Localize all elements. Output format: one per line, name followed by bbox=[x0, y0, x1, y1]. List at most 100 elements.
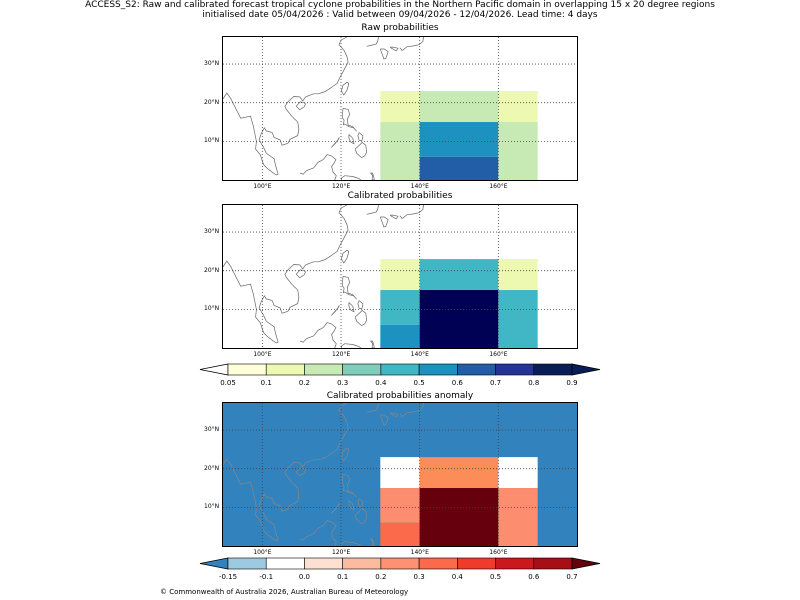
x-tick-label: 100°E bbox=[253, 183, 272, 190]
colorbar-segment-8 bbox=[533, 557, 573, 570]
coastline-8 bbox=[299, 322, 337, 348]
coastline-5 bbox=[357, 132, 364, 142]
probability-region-2 bbox=[498, 91, 538, 123]
coastline-9 bbox=[341, 343, 361, 348]
probability-region-3 bbox=[380, 122, 420, 180]
colorbar-segment-2 bbox=[304, 363, 343, 376]
colorbar-segment-4 bbox=[380, 363, 420, 376]
map-probability-anomaly bbox=[222, 402, 578, 547]
probability-region-3 bbox=[380, 290, 420, 325]
colorbar-over-arrow bbox=[571, 557, 601, 570]
map-raw-probabilities bbox=[222, 36, 578, 181]
colorbar-tick-label: 0.05 bbox=[220, 379, 236, 387]
colorbar-tick-label: 0.9 bbox=[566, 379, 578, 387]
colorbar-over-arrow bbox=[571, 363, 601, 376]
coastline-8 bbox=[299, 520, 337, 546]
figure-title: ACCESS_S2: Raw and calibrated forecast t… bbox=[85, 0, 715, 10]
colorbar-under-arrow bbox=[199, 557, 229, 570]
coastline-13 bbox=[366, 403, 379, 413]
coastline-2 bbox=[341, 447, 350, 462]
probability-region-0 bbox=[380, 457, 420, 489]
coastline-7 bbox=[330, 503, 340, 514]
x-tick-label: 160°E bbox=[489, 183, 508, 190]
colorbar-tick-label: 0.3 bbox=[413, 573, 425, 581]
coastline-1 bbox=[295, 269, 307, 279]
probability-region-4 bbox=[380, 522, 420, 546]
coastline-12 bbox=[390, 214, 399, 220]
coastline-10 bbox=[370, 172, 375, 180]
x-tick-label: 100°E bbox=[253, 351, 272, 358]
coastline-7 bbox=[330, 305, 340, 316]
probability-region-3 bbox=[380, 488, 420, 523]
coastline-2 bbox=[341, 249, 350, 264]
coastline-6 bbox=[354, 310, 367, 327]
y-tick-label: 20°N bbox=[204, 98, 220, 106]
coastline-9 bbox=[341, 541, 361, 546]
colorbar-tick-label: 0.5 bbox=[489, 573, 502, 581]
coastline-10 bbox=[370, 538, 375, 546]
y-tick-label: 20°N bbox=[204, 464, 220, 472]
coastline-2 bbox=[341, 81, 350, 96]
colorbar-segment-5 bbox=[418, 363, 458, 376]
coastline-14 bbox=[399, 37, 424, 51]
probability-region-5 bbox=[419, 488, 499, 546]
colorbar-tick-label: -0.15 bbox=[218, 573, 238, 581]
colorbar-segment-1 bbox=[265, 557, 305, 570]
x-tick-label: 140°E bbox=[410, 351, 429, 358]
coastline-14 bbox=[399, 403, 424, 417]
coastline-6 bbox=[354, 508, 367, 525]
y-tick-label: 10°N bbox=[204, 137, 220, 145]
y-tick-label: 30°N bbox=[204, 228, 220, 236]
probability-region-1 bbox=[419, 259, 499, 291]
probability-region-0 bbox=[380, 91, 420, 123]
probability-region-2 bbox=[498, 259, 538, 291]
panel-title-anomaly: Calibrated probabilities anomaly bbox=[326, 391, 474, 401]
probability-region-0 bbox=[380, 259, 420, 291]
probability-region-4 bbox=[419, 122, 499, 157]
colorbar-segment-0 bbox=[227, 557, 267, 570]
coastline-12 bbox=[390, 46, 399, 52]
colorbar-tick-label: 0.2 bbox=[375, 573, 387, 581]
coastline-3 bbox=[341, 276, 357, 300]
coastline-10 bbox=[370, 340, 375, 348]
coastline-3 bbox=[341, 108, 357, 132]
x-tick-label: 160°E bbox=[489, 549, 508, 556]
x-tick-label: 140°E bbox=[410, 549, 429, 556]
colorbar-tick-label: 0.1 bbox=[260, 379, 272, 387]
colorbar-tick-label: 0.8 bbox=[528, 379, 540, 387]
coastline-11 bbox=[379, 216, 389, 228]
coastline-1 bbox=[295, 467, 307, 477]
coastline-11 bbox=[379, 414, 389, 426]
coastline-7 bbox=[330, 137, 340, 148]
colorbar-segment-0 bbox=[227, 363, 267, 376]
copyright-footer: © Commonwealth of Australia 2026, Austra… bbox=[160, 588, 409, 596]
coastline-13 bbox=[366, 37, 379, 47]
x-tick-label: 120°E bbox=[332, 549, 351, 556]
colorbar-tick-label: 0.6 bbox=[451, 379, 463, 387]
coastline-5 bbox=[357, 300, 364, 310]
colorbar-segment-1 bbox=[265, 363, 305, 376]
coastline-9 bbox=[341, 175, 361, 180]
coastline-4 bbox=[348, 302, 355, 313]
colorbar-tick-label: 0.4 bbox=[375, 379, 387, 387]
colorbar-tick-label: 0.7 bbox=[566, 573, 578, 581]
x-tick-label: 120°E bbox=[332, 351, 351, 358]
coastline-14 bbox=[399, 205, 424, 219]
x-tick-label: 160°E bbox=[489, 351, 508, 358]
colorbar-tick-label: -0.1 bbox=[259, 573, 274, 581]
panel-title-raw: Raw probabilities bbox=[361, 23, 439, 33]
colorbar-tick-label: 0.4 bbox=[451, 573, 463, 581]
probability-region-6 bbox=[498, 488, 538, 546]
colorbar-segment-4 bbox=[380, 557, 420, 570]
x-tick-label: 140°E bbox=[410, 183, 429, 190]
colorbar-segment-5 bbox=[418, 557, 458, 570]
probability-region-6 bbox=[498, 290, 538, 348]
panel-title-calibrated: Calibrated probabilities bbox=[347, 191, 453, 201]
colorbar-tick-label: 0.7 bbox=[489, 379, 502, 387]
colorbar-segment-6 bbox=[457, 557, 496, 570]
x-tick-label: 120°E bbox=[332, 183, 351, 190]
y-tick-label: 30°N bbox=[204, 60, 220, 68]
coastline-3 bbox=[341, 474, 357, 498]
colorbar-tick-label: 0.2 bbox=[298, 379, 311, 387]
coastline-6 bbox=[354, 142, 367, 159]
